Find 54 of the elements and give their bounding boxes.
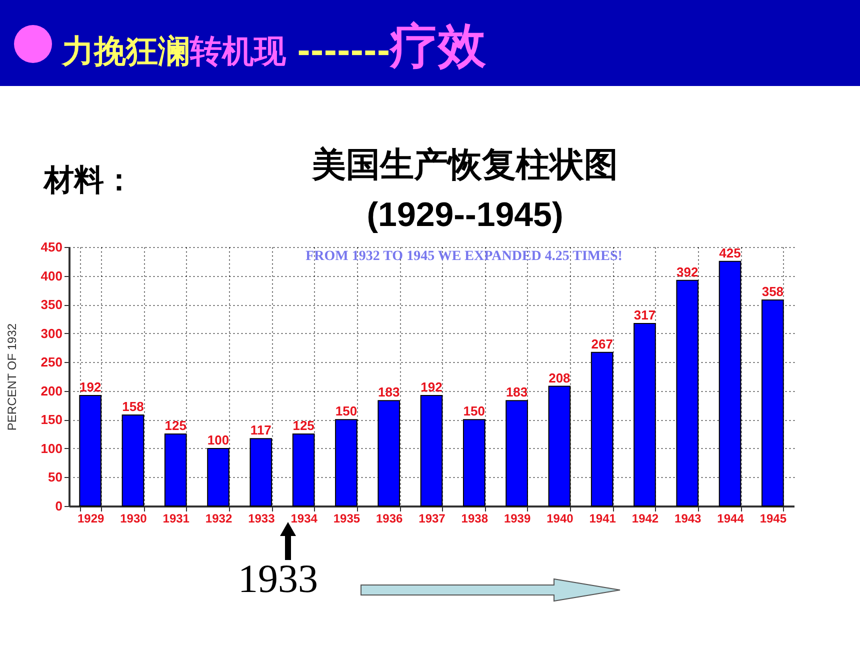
y-tick-label: 250: [40, 354, 62, 370]
data-label: 208: [548, 370, 570, 386]
x-tick-label: 1942: [632, 512, 659, 526]
y-tick-label: 150: [40, 412, 62, 428]
x-tick-label: 1945: [760, 512, 787, 526]
x-tick-label: 1931: [162, 512, 190, 526]
data-label: 100: [207, 432, 230, 448]
x-tick-label: 1936: [376, 512, 404, 526]
y-tick-label: 100: [40, 440, 62, 456]
y-tick-label: 50: [48, 470, 62, 485]
data-label: 183: [378, 384, 400, 400]
data-label: 117: [250, 422, 272, 438]
data-label: 267: [591, 336, 613, 352]
text: 1933: [238, 555, 318, 602]
text: 材料：: [44, 162, 134, 200]
data-label: 158: [122, 399, 144, 414]
x-tick-label: 1934: [290, 512, 318, 526]
text: 力挽狂澜: [62, 32, 190, 70]
x-tick-label: 1929: [77, 512, 104, 526]
x-tick-label: 1940: [546, 512, 574, 526]
data-label: 125: [292, 418, 314, 434]
data-label: 425: [719, 245, 741, 260]
data-label: 358: [762, 284, 784, 299]
x-tick-label: 1930: [120, 512, 148, 526]
x-tick-label: 1938: [461, 512, 488, 526]
text: 转机现: [190, 32, 286, 70]
text: 疗效: [390, 18, 486, 74]
x-tick-label: 1944: [717, 512, 744, 526]
annotation: FROM 1932 TO 1945 WE EXPANDED 4.25 TIMES!: [306, 249, 622, 264]
chart-subtitle: (1929--1945): [366, 195, 564, 236]
x-tick-label: 1939: [504, 512, 531, 526]
data-label: 183: [506, 384, 528, 400]
data-label: 192: [79, 379, 102, 394]
x-tick-label: 1932: [205, 512, 232, 526]
x-tick-label: 1935: [333, 512, 360, 526]
data-label: 317: [634, 308, 656, 323]
y-tick-label: 350: [40, 297, 62, 312]
data-label: 192: [420, 379, 442, 394]
y-tick-label: 0: [55, 498, 62, 514]
y-tick-label: 450: [40, 240, 62, 254]
x-tick-label: 1933: [248, 512, 276, 526]
chart-title: 美国生产恢复柱状图: [310, 145, 619, 186]
y-tick-label: 400: [40, 268, 62, 284]
data-label: 392: [676, 264, 698, 280]
text: -------: [296, 32, 390, 70]
data-label: 125: [164, 418, 186, 434]
x-tick-label: 1941: [589, 512, 616, 526]
x-tick-label: 1937: [418, 512, 446, 526]
y-axis-title: PERCENT OF 1932: [4, 323, 19, 431]
y-tick-label: 200: [40, 383, 62, 398]
data-label: 150: [463, 404, 485, 419]
data-label: 150: [335, 404, 358, 419]
y-tick-label: 300: [40, 326, 62, 341]
x-tick-label: 1943: [674, 512, 702, 526]
